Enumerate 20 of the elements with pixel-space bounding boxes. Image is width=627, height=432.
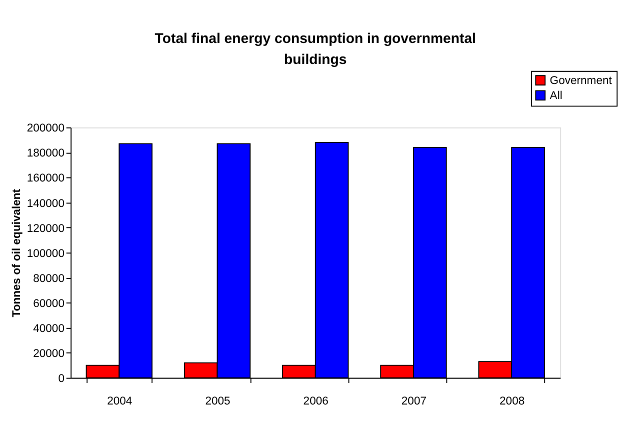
x-tick-label: 2005: [205, 396, 230, 408]
y-tick-label: 80000: [33, 272, 64, 285]
y-axis-title: Tonnes of oil equivalent: [11, 188, 24, 318]
y-tick-label: 20000: [33, 348, 64, 360]
y-tick-label: 0: [58, 373, 64, 386]
x-tick-label: 2006: [303, 396, 328, 408]
x-tick-label: 2008: [500, 396, 525, 408]
chart-title: Total final energy consumption in governmental buildings: [154, 30, 476, 67]
y-tick-label: 160000: [26, 172, 64, 185]
x-tick-label: 2007: [401, 396, 427, 408]
y-tick-label: 100000: [26, 248, 64, 260]
legend-label: Government: [550, 75, 613, 88]
y-tick-label: 60000: [33, 298, 64, 310]
y-tick-label: 180000: [26, 148, 64, 160]
y-tick-label: 40000: [33, 322, 64, 335]
legend-label: All: [550, 90, 562, 102]
x-tick-label: 2004: [107, 396, 132, 408]
y-tick-label: 120000: [26, 222, 64, 235]
y-tick-label: 200000: [26, 122, 64, 135]
y-tick-label: 140000: [26, 198, 64, 210]
